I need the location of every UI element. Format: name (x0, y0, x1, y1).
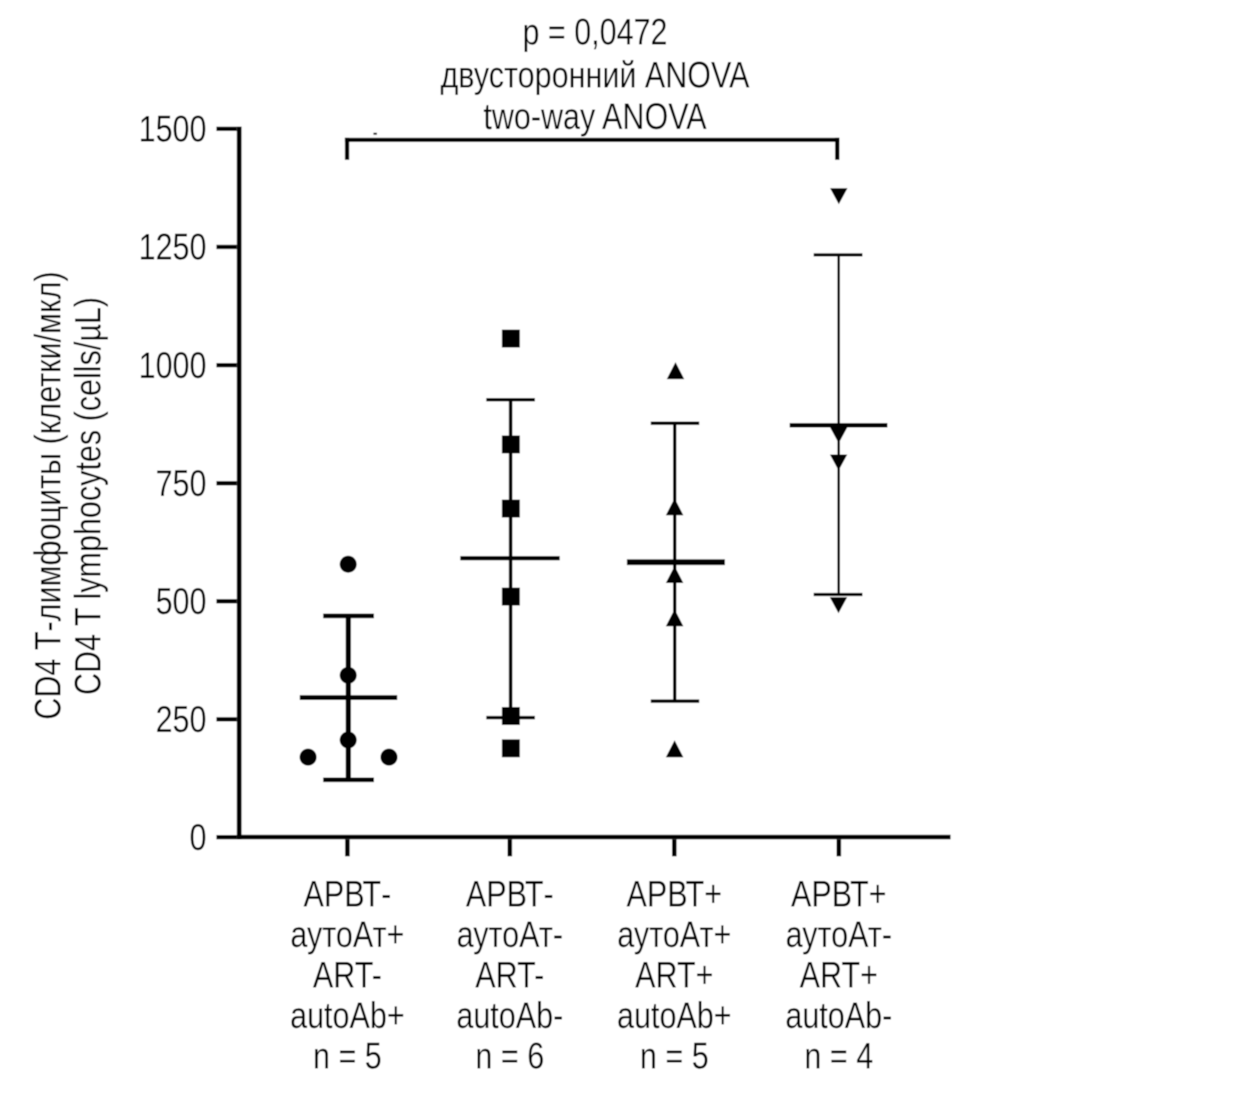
svg-text:АРВТ-: АРВТ- (466, 874, 554, 915)
svg-text:n = 5: n = 5 (313, 1036, 382, 1077)
svg-text:1500: 1500 (139, 109, 207, 150)
svg-text:1250: 1250 (139, 227, 207, 268)
svg-text:аутоАт+: аутоАт+ (290, 914, 404, 955)
svg-text:750: 750 (156, 463, 207, 504)
svg-text:ART+: ART+ (800, 955, 878, 996)
svg-text:аутоАт-: аутоАт- (457, 914, 563, 955)
svg-text:0: 0 (190, 817, 207, 858)
svg-text:n = 6: n = 6 (475, 1036, 544, 1077)
svg-text:1000: 1000 (139, 345, 207, 386)
svg-text:500: 500 (156, 581, 207, 622)
svg-text:n = 5: n = 5 (640, 1036, 709, 1077)
svg-text:ART-: ART- (313, 955, 382, 996)
svg-text:autoAb+: autoAb+ (617, 995, 732, 1036)
svg-text:ART-: ART- (475, 955, 544, 996)
svg-text:autoAb-: autoAb- (785, 995, 892, 1036)
svg-text:АРВТ+: АРВТ+ (791, 874, 887, 915)
svg-text:аутоАт-: аутоАт- (786, 914, 892, 955)
svg-text:250: 250 (156, 699, 207, 740)
svg-text:двусторонний ANOVA: двусторонний ANOVA (441, 54, 750, 95)
svg-text:autoAb-: autoAb- (456, 995, 563, 1036)
svg-text:CD4 T lymphocytes (cells/µL): CD4 T lymphocytes (cells/µL) (68, 297, 109, 695)
svg-text:аутоАт+: аутоАт+ (617, 914, 731, 955)
svg-text:ART+: ART+ (635, 955, 713, 996)
svg-text:АРВТ+: АРВТ+ (627, 874, 723, 915)
svg-text:two-way ANOVA: two-way ANOVA (483, 96, 707, 137)
svg-text:p = 0,0472: p = 0,0472 (522, 12, 667, 53)
svg-text:n = 4: n = 4 (804, 1036, 873, 1077)
svg-text:CD4 Т-лимфоциты (клетки/мкл): CD4 Т-лимфоциты (клетки/мкл) (28, 271, 69, 719)
svg-text:АРВТ-: АРВТ- (304, 874, 392, 915)
svg-text:autoAb+: autoAb+ (290, 995, 405, 1036)
